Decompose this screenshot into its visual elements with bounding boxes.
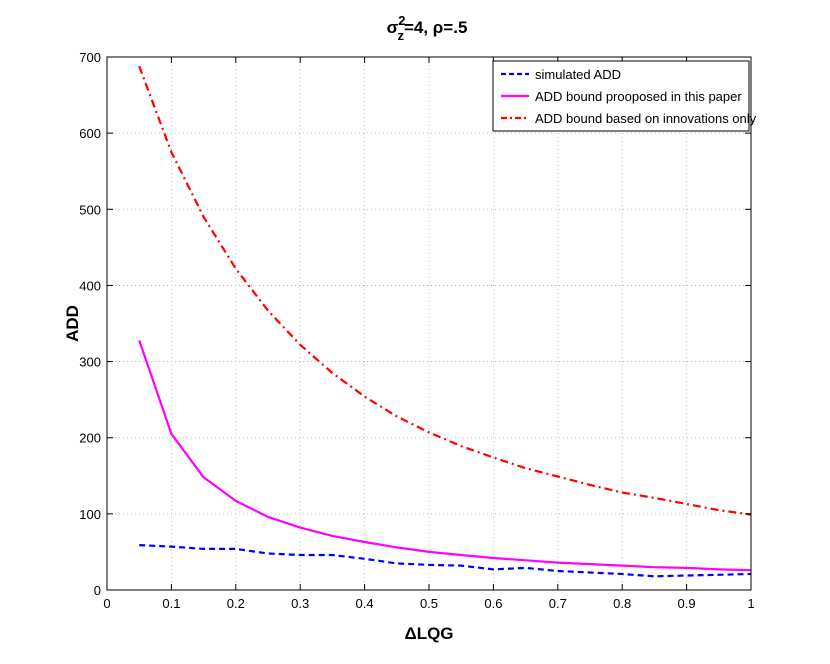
chart-title: σ2 z=4, ρ=.5 xyxy=(387,13,468,43)
x-tick-label: 1 xyxy=(747,596,754,611)
y-tick-label: 300 xyxy=(79,355,101,370)
legend-box xyxy=(492,60,750,132)
x-tick-label: 0.4 xyxy=(356,596,374,611)
x-tick-label: 0.7 xyxy=(549,596,567,611)
x-tick-label: 0.2 xyxy=(227,596,245,611)
legend-label-2: ADD bound prooposed in this paper xyxy=(535,89,742,104)
y-tick-label: 700 xyxy=(79,50,101,65)
series-line-1 xyxy=(139,544,752,578)
series-line-3 xyxy=(138,65,752,516)
x-tick-label: 0.9 xyxy=(678,596,696,611)
legend: simulated ADD ADD bound prooposed in this… xyxy=(492,60,757,132)
x-tick-label: 0.5 xyxy=(420,596,438,611)
x-tick-label: 0.6 xyxy=(484,596,502,611)
legend-label-1: simulated ADD xyxy=(535,67,621,82)
y-tick-label: 400 xyxy=(79,278,101,293)
x-tick-label: 0.1 xyxy=(162,596,180,611)
x-tick-label: 0 xyxy=(103,596,110,611)
title-sigma: σ xyxy=(387,18,399,37)
y-tick-label: 100 xyxy=(79,507,101,522)
y-tick-label: 200 xyxy=(79,431,101,446)
ticks: 0 0.1 0.2 0.3 0.4 0.5 0.6 0.7 0.8 0.9 1 0 100 200 300 4… xyxy=(79,50,754,611)
title-rest: =4, ρ=.5 xyxy=(404,18,467,37)
series-line-2 xyxy=(138,339,752,572)
x-axis-title: ΔLQG xyxy=(404,624,453,643)
grid xyxy=(107,57,751,590)
title-subscript: z xyxy=(397,28,404,43)
x-tick-label: 0.8 xyxy=(613,596,631,611)
y-tick-label: 600 xyxy=(79,126,101,141)
y-axis-title: ADD xyxy=(63,305,82,342)
y-tick-label: 500 xyxy=(79,202,101,217)
legend-label-3: ADD bound based on innovations only xyxy=(535,111,757,126)
y-tick-label: 0 xyxy=(94,583,101,598)
x-tick-label: 0.3 xyxy=(291,596,309,611)
series-layer xyxy=(138,65,752,578)
title-superscript: 2 xyxy=(398,13,405,28)
